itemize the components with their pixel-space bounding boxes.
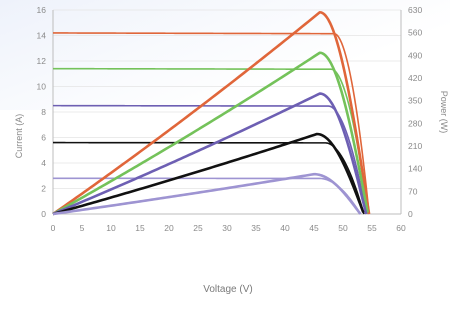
x-tick-label: 25: [193, 223, 203, 233]
power-curve: [52, 172, 362, 216]
x-tick-label: 35: [251, 223, 261, 233]
tick-labels: 0 5 10 15 20 25 30 35 40 45 50 55 600246810121416070…: [37, 5, 423, 233]
y-right-tick-label: 630: [408, 5, 422, 15]
y-left-tick-label: 2: [41, 184, 46, 194]
y-left-tick-label: 4: [41, 158, 46, 168]
x-tick-label: 50: [338, 223, 348, 233]
x-tick-label: 55: [367, 223, 377, 233]
x-axis-label: Voltage (V): [203, 284, 252, 295]
y-left-tick-label: 10: [37, 82, 47, 92]
power-curve: [52, 132, 365, 216]
current-curve: [52, 67, 369, 215]
x-tick-label: 5: [80, 223, 85, 233]
x-tick-label: 10: [106, 223, 116, 233]
current-curve: [52, 141, 365, 215]
y-right-tick-label: 70: [408, 186, 418, 196]
power-curve: [52, 92, 368, 216]
series-lines: [52, 10, 371, 216]
y-left-tick-label: 0: [41, 209, 46, 219]
y-right-tick-label: 420: [408, 73, 422, 83]
y-right-tick-label: 560: [408, 28, 422, 38]
y-left-tick-label: 12: [37, 56, 47, 66]
x-tick-label: 0: [51, 223, 56, 233]
y-left-tick-label: 16: [37, 5, 47, 15]
y-right-tick-label: 0: [408, 209, 413, 219]
x-tick-label: 45: [309, 223, 319, 233]
y-right-tick-label: 490: [408, 50, 422, 60]
y-left-tick-label: 14: [37, 31, 47, 41]
y-right-tick-label: 350: [408, 96, 422, 106]
y-axis-right-label: Power (W): [439, 91, 449, 134]
x-tick-label: 40: [280, 223, 290, 233]
y-axis-left-label: Current (A): [14, 114, 24, 159]
current-curve: [52, 104, 367, 215]
axes: [52, 10, 402, 215]
y-left-tick-label: 6: [41, 133, 46, 143]
x-tick-label: 15: [135, 223, 145, 233]
x-tick-label: 20: [164, 223, 174, 233]
background-wash: [0, 0, 450, 110]
y-right-tick-label: 280: [408, 118, 422, 128]
y-right-tick-label: 210: [408, 141, 422, 151]
power-curve: [52, 10, 371, 216]
x-tick-label: 30: [222, 223, 232, 233]
current-curve: [52, 32, 370, 215]
y-right-tick-label: 140: [408, 164, 422, 174]
x-tick-label: 60: [396, 223, 406, 233]
power-curve: [52, 51, 369, 216]
y-left-tick-label: 8: [41, 107, 46, 117]
